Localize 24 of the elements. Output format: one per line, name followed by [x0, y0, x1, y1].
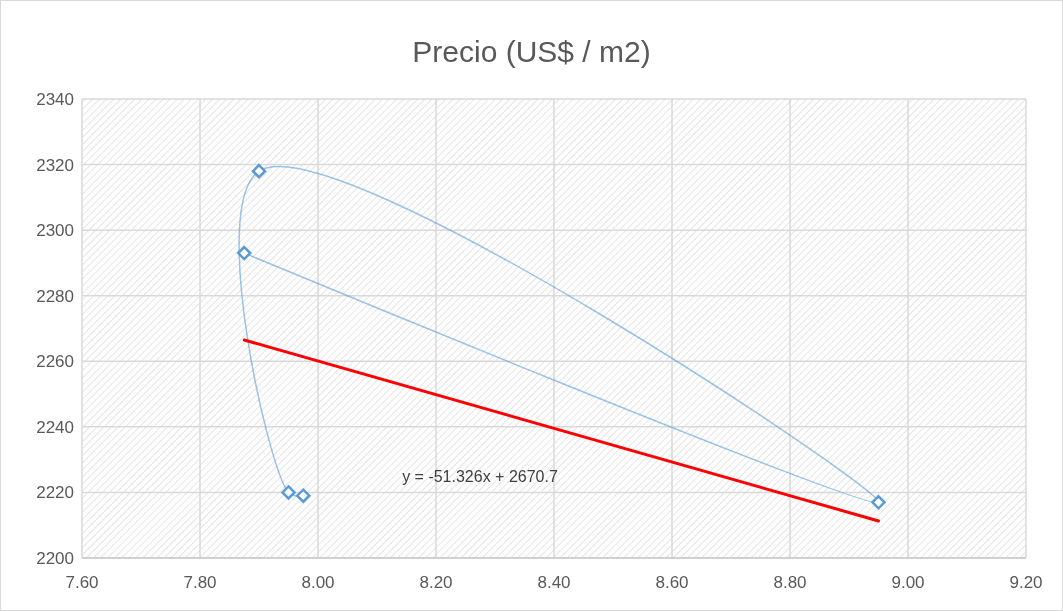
- point: [871, 495, 886, 510]
- annotation: y = -51.326x + 2670.7: [402, 468, 558, 485]
- y-tick-label: 2300: [36, 221, 74, 241]
- point: [237, 245, 252, 261]
- point: [251, 163, 267, 179]
- x-tick-label: 9.20: [1009, 573, 1043, 592]
- y-tick-label: 2340: [36, 89, 74, 109]
- chart-title: Precio (US$ / m2): [412, 35, 651, 68]
- x-tick-label: 7.60: [65, 573, 99, 592]
- point: [281, 485, 296, 500]
- y-tick-label: 2260: [36, 352, 74, 372]
- point: [296, 488, 311, 503]
- x-tick-label: 8.80: [773, 573, 807, 592]
- x-tick-label: 9.00: [891, 573, 925, 592]
- x-tick-label: 8.00: [301, 573, 335, 592]
- x-tick-label: 7.80: [183, 573, 217, 592]
- y-tick-label: 2240: [36, 417, 74, 437]
- x-tick-label: 8.60: [655, 573, 689, 592]
- y-tick-label: 2320: [36, 155, 74, 175]
- y-tick-label: 2220: [36, 483, 74, 503]
- x-tick-label: 8.20: [419, 573, 453, 592]
- y-tick-label: 2200: [36, 548, 74, 568]
- y-tick-label: 2280: [36, 286, 74, 306]
- x-tick-label: 8.40: [537, 573, 571, 592]
